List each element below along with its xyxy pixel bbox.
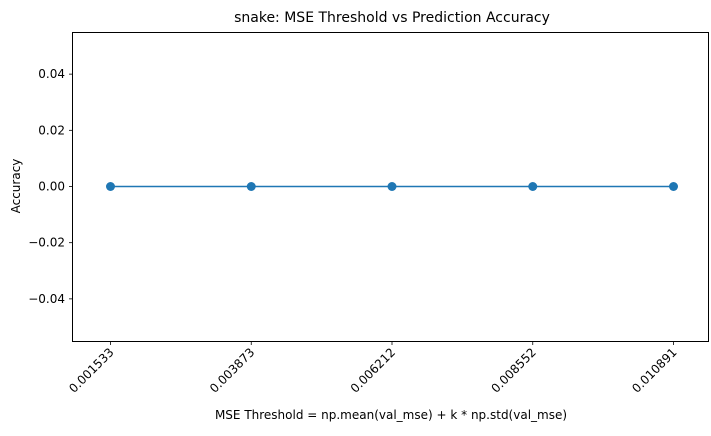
x-tick-label: 0.003873 bbox=[207, 345, 257, 395]
x-tick-label: 0.001533 bbox=[66, 345, 116, 395]
y-tick-label: −0.04 bbox=[28, 292, 65, 306]
data-point bbox=[246, 182, 256, 191]
y-axis: −0.04 −0.02 0.00 0.02 0.04 bbox=[28, 67, 73, 306]
data-point bbox=[106, 182, 115, 191]
x-tick-label: 0.010891 bbox=[629, 345, 679, 395]
plot-area bbox=[106, 182, 678, 191]
y-tick-label: 0.04 bbox=[38, 67, 65, 81]
data-point bbox=[387, 182, 397, 191]
y-tick-label: −0.02 bbox=[28, 236, 65, 250]
y-axis-label: Accuracy bbox=[9, 159, 23, 214]
data-point bbox=[669, 182, 678, 191]
y-tick-label: 0.00 bbox=[38, 180, 65, 194]
x-tick-label: 0.006212 bbox=[348, 345, 398, 395]
plot-frame bbox=[72, 32, 709, 342]
x-tick-label: 0.008552 bbox=[488, 345, 538, 395]
x-axis: 0.001533 0.003873 0.006212 0.008552 0.010891 bbox=[66, 341, 680, 396]
x-axis-label: MSE Threshold = np.mean(val_mse) + k * n… bbox=[215, 408, 567, 422]
chart-title: snake: MSE Threshold vs Prediction Accur… bbox=[234, 10, 550, 26]
data-point bbox=[528, 182, 538, 191]
y-tick-label: 0.02 bbox=[38, 123, 65, 137]
